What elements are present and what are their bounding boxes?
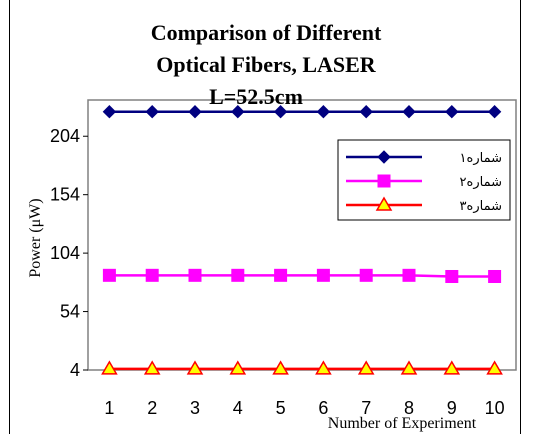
chart-title-line-1: Comparison of Different <box>151 20 382 45</box>
series-1-point <box>487 104 502 119</box>
series-3-point <box>101 360 118 375</box>
x-tick-label: 4 <box>233 398 243 418</box>
series-2-point <box>445 269 459 283</box>
x-tick-label: 7 <box>361 398 371 418</box>
x-axis: 1 2 3 4 5 6 7 8 9 10 <box>104 398 504 418</box>
series-3-point <box>486 360 503 375</box>
legend-label: شماره۳ <box>460 199 502 214</box>
series-3-point <box>143 360 161 375</box>
series-1-point <box>145 104 159 119</box>
x-tick-label: 1 <box>104 398 114 418</box>
series-1-point <box>359 104 373 119</box>
legend-label: شماره۱ <box>460 151 502 166</box>
series-2-point <box>231 268 245 282</box>
x-tick-label: 9 <box>447 398 457 418</box>
x-tick-label: 6 <box>318 398 328 418</box>
x-tick-label: 8 <box>404 398 414 418</box>
legend: شماره۱ شماره۲ شماره۳ <box>337 139 511 221</box>
y-tick-label: 54 <box>60 302 80 322</box>
series-2-point <box>402 268 416 282</box>
chart-frame <box>9 0 521 434</box>
legend-marker <box>377 150 391 164</box>
y-tick-label: 204 <box>50 126 80 146</box>
series-1-point <box>273 104 288 119</box>
series-2-point <box>316 268 330 282</box>
x-tick-label: 5 <box>276 398 286 418</box>
legend-marker <box>377 174 391 188</box>
series-3-point <box>186 360 204 375</box>
series-3-point <box>400 360 418 375</box>
x-tick-label: 10 <box>485 398 505 418</box>
series-3-point <box>357 360 375 375</box>
series-2-point <box>359 268 373 282</box>
series-3-point <box>443 360 461 375</box>
series-1-point <box>102 104 117 119</box>
series-2-line <box>109 274 495 278</box>
y-axis: 4 54 104 154 204 <box>50 126 88 380</box>
legend-label: شماره۲ <box>460 175 502 190</box>
series-1-point <box>188 104 202 119</box>
series-3-point <box>272 360 289 375</box>
series-1-point <box>402 104 416 119</box>
y-tick-label: 154 <box>50 185 80 205</box>
series-2-point <box>188 268 202 282</box>
y-axis-label: Power (μW) <box>27 198 44 277</box>
series-1-point <box>316 104 331 119</box>
series-1-point <box>231 104 245 119</box>
series-1-point <box>445 104 459 119</box>
x-tick-label: 3 <box>190 398 200 418</box>
series-2-point <box>102 268 116 282</box>
y-tick-label: 4 <box>70 360 80 380</box>
series-2-point <box>274 268 288 282</box>
x-axis-label: Number of Experiment <box>328 415 477 432</box>
x-tick-label: 2 <box>147 398 157 418</box>
series-layer <box>101 104 503 375</box>
legend-items: شماره۱ شماره۲ شماره۳ <box>346 150 502 214</box>
y-tick-label: 104 <box>50 243 80 263</box>
chart-title-line-3: L=52.5cm <box>209 84 303 109</box>
series-2-point <box>488 269 502 283</box>
series-2-point <box>145 268 159 282</box>
legend-marker <box>375 196 393 211</box>
series-3-point <box>315 360 332 375</box>
chart-title-line-2: Optical Fibers, LASER <box>156 52 377 77</box>
series-3-point <box>229 360 247 375</box>
